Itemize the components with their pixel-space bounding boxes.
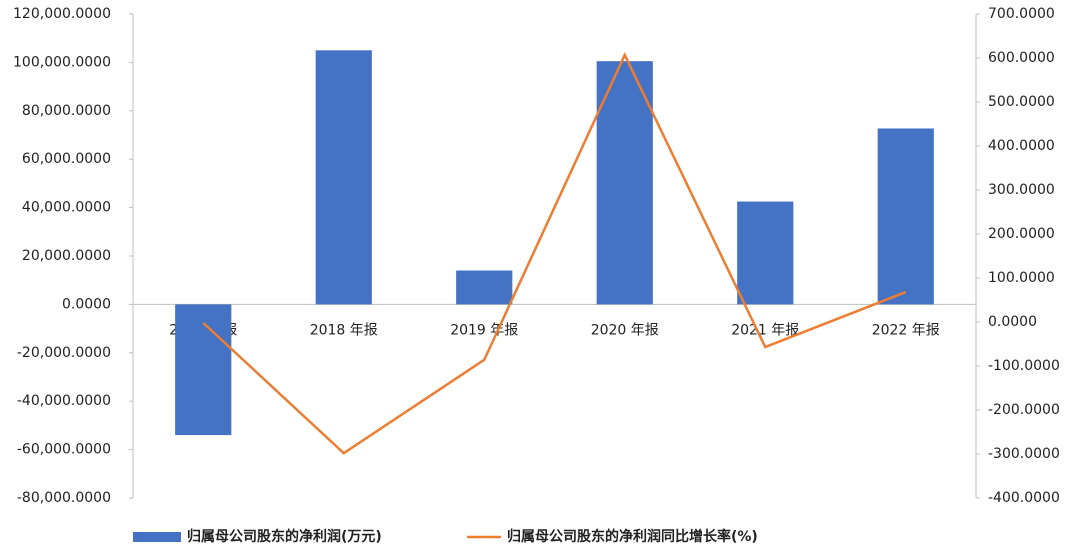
y2-tick-label: 300.0000 xyxy=(988,182,1055,198)
y2-tick-label: -100.0000 xyxy=(988,358,1060,374)
bar xyxy=(737,201,794,305)
y2-tick-label: 600.0000 xyxy=(988,50,1055,66)
bar xyxy=(877,128,934,305)
y-tick-label: 120,000.0000 xyxy=(13,6,111,22)
x-tick-label: 2020 年报 xyxy=(591,322,659,338)
y2-tick-label: -300.0000 xyxy=(988,446,1060,462)
y-tick-label: 60,000.0000 xyxy=(22,151,111,167)
y2-tick-label: 0.0000 xyxy=(988,314,1037,330)
y-tick-label: -40,000.0000 xyxy=(17,393,111,409)
x-tick-label: 2019 年报 xyxy=(450,322,518,338)
y-tick-label: -80,000.0000 xyxy=(17,490,111,506)
y-tick-label: -60,000.0000 xyxy=(17,442,111,458)
y2-tick-label: 400.0000 xyxy=(988,138,1055,154)
y2-tick-label: 700.0000 xyxy=(988,6,1055,22)
y2-tick-label: 200.0000 xyxy=(988,226,1055,242)
line xyxy=(202,51,907,455)
bar xyxy=(456,270,513,305)
legend-label: 归属母公司股东的净利润同比增长率(%) xyxy=(507,528,758,545)
y2-tick-label: -200.0000 xyxy=(988,402,1060,418)
y-tick-label: 100,000.0000 xyxy=(13,54,111,70)
y2-tick-label: 500.0000 xyxy=(988,94,1055,110)
y-tick-label: 40,000.0000 xyxy=(22,200,111,216)
y-tick-label: 0.0000 xyxy=(62,296,111,312)
x-tick-label: 2021 年报 xyxy=(731,322,799,338)
y-tick-label: 80,000.0000 xyxy=(22,103,111,119)
bar xyxy=(175,304,232,436)
y-tick-label: -20,000.0000 xyxy=(17,345,111,361)
y-tick-label: 20,000.0000 xyxy=(22,248,111,264)
x-tick-label: 2018 年报 xyxy=(310,322,378,338)
y2-tick-label: -400.0000 xyxy=(988,490,1060,506)
legend-label: 归属母公司股东的净利润(万元) xyxy=(187,528,382,545)
legend-swatch xyxy=(133,532,181,542)
y2-tick-label: 100.0000 xyxy=(988,270,1055,286)
x-tick-label: 2022 年报 xyxy=(872,322,940,338)
bar xyxy=(596,61,653,305)
bar xyxy=(315,50,372,305)
